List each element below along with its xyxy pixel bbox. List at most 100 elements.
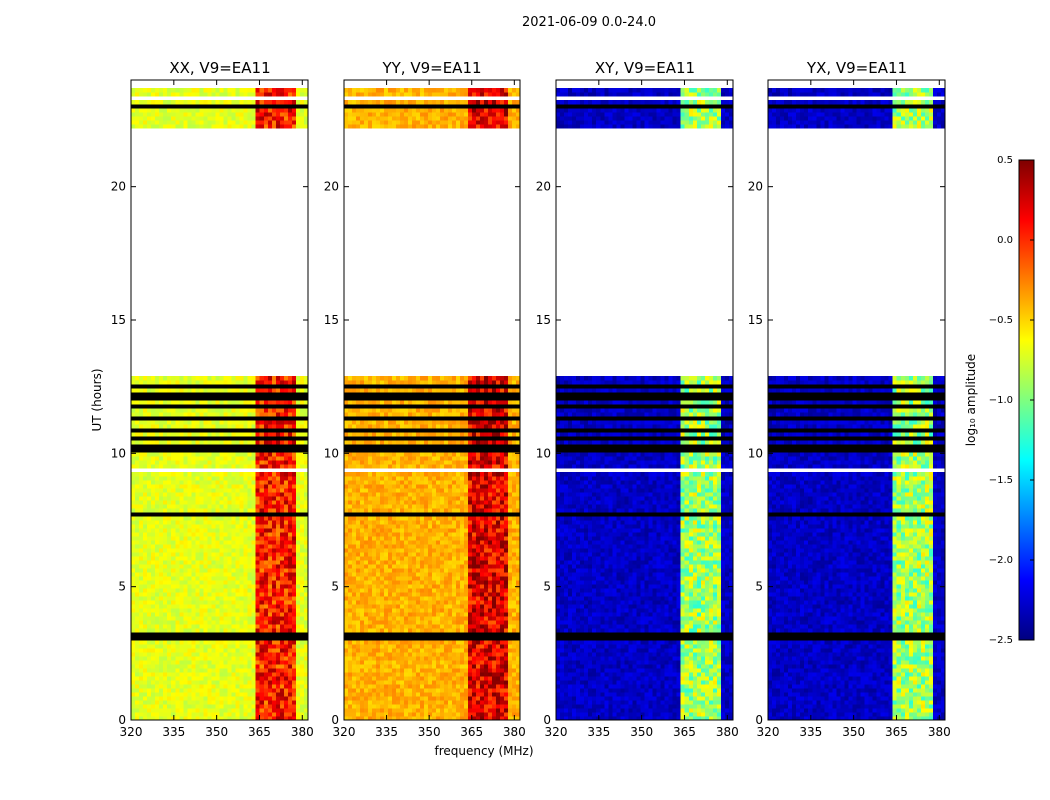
heatmap-cell [279, 516, 285, 521]
heatmap-cell [436, 660, 441, 665]
heatmap-cell [404, 684, 409, 689]
heatmap-cell [187, 496, 192, 501]
heatmap-cell [223, 448, 228, 453]
heatmap-cell [195, 380, 200, 385]
heatmap-cell [187, 616, 192, 621]
heatmap-cell [275, 600, 281, 605]
heatmap-cell [155, 604, 160, 609]
heatmap-cell [175, 380, 180, 385]
heatmap-cell [283, 456, 289, 461]
heatmap-cell [175, 696, 180, 701]
heatmap-cell [388, 684, 393, 689]
heatmap-cell [175, 388, 180, 393]
heatmap-cell [203, 472, 208, 477]
heatmap-cell [299, 672, 305, 677]
heatmap-cell [271, 112, 277, 117]
heatmap-cell [135, 392, 140, 397]
heatmap-cell [271, 640, 277, 645]
heatmap-cell [247, 436, 253, 441]
heatmap-cell [195, 516, 200, 521]
heatmap-cell [484, 716, 489, 721]
heatmap-cell [215, 704, 220, 709]
heatmap-cell [219, 636, 224, 641]
heatmap-cell [247, 636, 253, 641]
heatmap-cell [159, 548, 164, 553]
heatmap-cell [251, 692, 257, 697]
heatmap-cell [440, 652, 445, 657]
heatmap-cell [279, 600, 285, 605]
heatmap-cell [139, 688, 144, 693]
heatmap-cell [259, 120, 265, 125]
heatmap-cell [179, 448, 184, 453]
heatmap-cell [135, 664, 140, 669]
heatmap-cell [287, 92, 293, 97]
heatmap-cell [227, 688, 232, 693]
heatmap-cell [271, 124, 277, 129]
heatmap-cell [468, 684, 473, 689]
heatmap-cell [275, 116, 281, 121]
heatmap-cell [448, 688, 453, 693]
heatmap-cell [271, 404, 277, 409]
heatmap-cell [231, 652, 236, 657]
heatmap-cell [287, 700, 293, 705]
heatmap-cell [227, 416, 232, 421]
heatmap-cell [147, 588, 152, 593]
heatmap-cell [255, 672, 261, 677]
heatmap-cell [183, 700, 188, 705]
heatmap-cell [187, 536, 192, 541]
heatmap-cell [275, 680, 281, 685]
heatmap-cell [159, 108, 164, 113]
heatmap-cell [247, 420, 253, 425]
heatmap-cell [231, 448, 236, 453]
heatmap-cell [424, 644, 429, 649]
heatmap-cell [147, 120, 152, 125]
heatmap-cell [139, 652, 144, 657]
heatmap-cell [215, 104, 220, 109]
heatmap-cell [175, 624, 180, 629]
heatmap-cell [183, 656, 188, 661]
heatmap-cell [295, 100, 301, 105]
heatmap-cell [219, 700, 224, 705]
heatmap-cell [199, 584, 204, 589]
heatmap-cell [183, 652, 188, 657]
heatmap-cell [508, 664, 513, 669]
heatmap-cell [227, 640, 232, 645]
heatmap-cell [239, 92, 244, 97]
heatmap-cell [187, 380, 192, 385]
heatmap-cell [516, 652, 521, 657]
heatmap-cell [291, 592, 297, 597]
heatmap-cell [344, 664, 349, 669]
heatmap-cell [195, 644, 200, 649]
heatmap-cell [191, 400, 196, 405]
heatmap-cell [191, 376, 196, 381]
heatmap-cell [428, 660, 433, 665]
heatmap-cell [303, 108, 309, 113]
heatmap-cell [239, 424, 244, 429]
heatmap-cell [303, 680, 309, 685]
heatmap-cell [179, 700, 184, 705]
heatmap-cell [239, 700, 244, 705]
heatmap-cell [368, 708, 373, 713]
heatmap-cell [195, 396, 200, 401]
heatmap-cell [227, 696, 232, 701]
heatmap-cell [207, 696, 212, 701]
heatmap-cell [239, 492, 244, 497]
heatmap-cell [243, 560, 249, 565]
heatmap-cell [271, 412, 277, 417]
heatmap-cell [167, 620, 172, 625]
heatmap-cell [291, 440, 297, 445]
heatmap-cell [400, 660, 405, 665]
heatmap-cell [203, 88, 208, 93]
heatmap-cell [271, 652, 277, 657]
heatmap-cell [227, 664, 232, 669]
heatmap-cell [179, 584, 184, 589]
heatmap-cell [255, 384, 261, 389]
heatmap-cell [175, 520, 180, 525]
heatmap-cell [420, 660, 425, 665]
heatmap-cell [179, 88, 184, 93]
heatmap-cell [163, 376, 168, 381]
heatmap-cell [303, 384, 309, 389]
heatmap-cell [203, 652, 208, 657]
heatmap-cell [175, 460, 180, 465]
heatmap-cell [444, 668, 449, 673]
